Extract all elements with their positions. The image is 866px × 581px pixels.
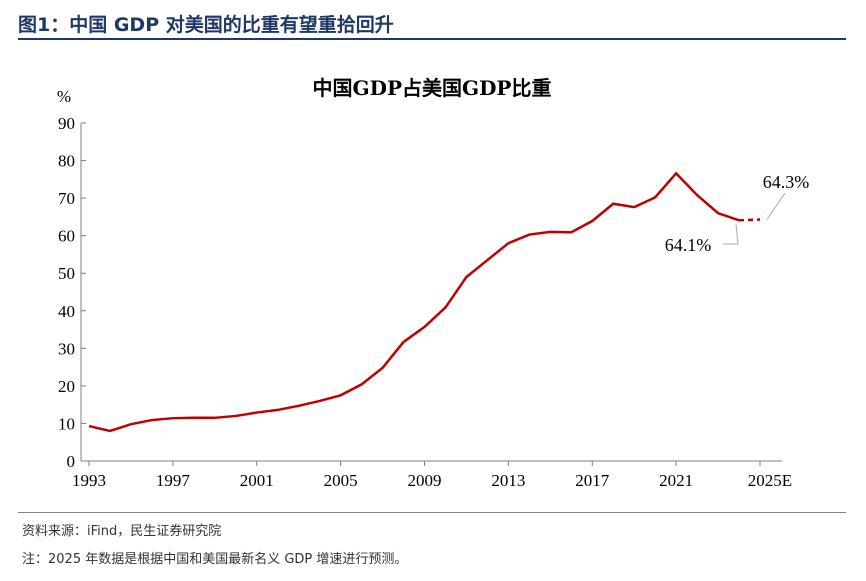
leader-line	[723, 224, 739, 245]
y-axis-unit: %	[57, 87, 71, 106]
title-rule	[18, 38, 846, 40]
y-tick-label: 10	[58, 414, 75, 433]
y-tick-label: 50	[58, 264, 75, 283]
y-tick-label: 70	[58, 189, 75, 208]
footnote: 注：2025 年数据是根据中国和美国最新名义 GDP 增速进行预测。	[22, 552, 408, 567]
x-tick-label: 2017	[575, 471, 610, 490]
x-tick-label: 1993	[72, 471, 106, 490]
series-line	[88, 171, 740, 433]
y-tick-label: 40	[58, 302, 75, 321]
y-tick-label: 90	[58, 114, 75, 133]
x-tick-label: 2001	[240, 471, 274, 490]
data-label: 64.3%	[763, 172, 810, 192]
x-tick-label: 2025E	[748, 471, 792, 490]
data-label: 64.1%	[665, 235, 712, 255]
x-tick-label: 2013	[491, 471, 525, 490]
forecast-segment	[738, 218, 761, 222]
line-chart: 中国GDP占美国GDP比重 % 0 10 20 30 40 50 60 70 80 90 1993 1…	[57, 76, 810, 490]
chart-title: 中国GDP占美国GDP比重	[313, 76, 552, 100]
figure-title: 图1：中国 GDP 对美国的比重有望重拾回升	[18, 14, 394, 36]
y-tick-label: 0	[67, 452, 76, 471]
x-tick-label: 1997	[156, 471, 191, 490]
y-tick-label: 60	[58, 227, 75, 246]
x-tick-label: 2005	[324, 471, 358, 490]
source-note: 资料来源：iFind，民生证券研究院	[22, 524, 222, 539]
x-tick-label: 2009	[408, 471, 442, 490]
y-tick-label: 20	[58, 377, 75, 396]
y-tick-label: 80	[58, 152, 75, 171]
x-tick-label: 2021	[659, 471, 693, 490]
leader-line	[766, 192, 786, 220]
y-tick-label: 30	[58, 339, 75, 358]
footer-rule	[18, 512, 846, 513]
